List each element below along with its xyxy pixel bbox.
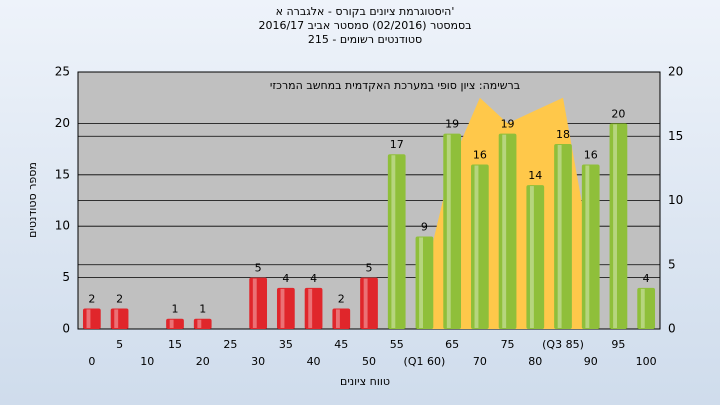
- x-tick-label: 80: [528, 355, 542, 368]
- x-tick-label: 50: [362, 355, 376, 368]
- x-tick-label: 65: [445, 338, 459, 351]
- data-label: 5: [366, 262, 373, 275]
- y-tick-label: 15: [55, 167, 70, 181]
- marks: [82, 97, 656, 330]
- bar-highlight: [280, 288, 285, 328]
- bar-highlight: [502, 134, 507, 328]
- y2-tick-label: 15: [668, 129, 683, 143]
- bar: [470, 164, 489, 329]
- bar-highlight: [557, 144, 562, 328]
- x-tick-label: 10: [140, 355, 154, 368]
- y2-tick-label: 10: [668, 193, 683, 207]
- annotation: ברשימה: ציון סופי במערכת האקדמית במחשב ה…: [270, 79, 520, 92]
- x-tick-label: 70: [473, 355, 487, 368]
- data-label: 14: [528, 169, 542, 182]
- y-tick-label: 20: [55, 116, 70, 130]
- data-label: 19: [445, 118, 459, 131]
- bar: [554, 143, 572, 329]
- data-label: 20: [611, 107, 625, 120]
- y-tick-label: 25: [55, 65, 70, 79]
- bar: [387, 154, 406, 329]
- y2-tick-label: 20: [668, 65, 683, 79]
- x-tick-label: 90: [584, 355, 598, 368]
- data-label: 4: [282, 272, 289, 285]
- bar-highlight: [474, 165, 479, 328]
- data-label: 4: [643, 272, 650, 285]
- x-tick-label: 100: [636, 355, 657, 368]
- bar: [82, 308, 101, 329]
- bar: [360, 277, 378, 329]
- x-tick-label: 0: [88, 355, 95, 368]
- chart-title: היסטוגרמת ציונים בקורס - אלגברה א': [276, 5, 455, 18]
- x-tick-label: 45: [334, 338, 348, 351]
- data-label: 18: [556, 128, 570, 141]
- y2-tick-label: 5: [668, 257, 676, 271]
- bar-highlight: [585, 165, 590, 328]
- x-tick-label: 95: [611, 338, 625, 351]
- bar: [526, 185, 545, 329]
- data-label: 16: [584, 149, 598, 162]
- data-label: 17: [390, 138, 404, 151]
- bar-highlight: [613, 124, 618, 329]
- x-tick-label: 25: [223, 338, 237, 351]
- bar-highlight: [86, 309, 91, 328]
- bar-highlight: [197, 319, 202, 328]
- data-label: 19: [501, 118, 515, 131]
- x-tick-label: 35: [279, 338, 293, 351]
- y2-tick-label: 0: [668, 322, 676, 336]
- data-label: 5: [255, 262, 262, 275]
- bar: [637, 287, 656, 329]
- y-tick-label: 5: [62, 270, 70, 284]
- chart-subtitle: בסמסטר (02/2016) סמסטר אביב 2016/17: [258, 19, 471, 32]
- bar-highlight: [252, 278, 257, 328]
- y-tick-label: 0: [62, 322, 70, 336]
- bar-highlight: [114, 309, 119, 328]
- x-tick-label: (Q3 85): [542, 338, 584, 351]
- x-axis-label: טווח ציונים: [340, 375, 390, 388]
- chart-subtitle: סטודנטים רשומים - 215: [308, 33, 422, 46]
- bar-highlight: [335, 309, 340, 328]
- data-label: 4: [310, 272, 317, 285]
- bar-highlight: [529, 186, 534, 328]
- bar-highlight: [446, 134, 451, 328]
- bar-highlight: [391, 155, 396, 328]
- bar: [276, 287, 295, 329]
- y-tick-label: 10: [55, 219, 70, 233]
- x-tick-label: 15: [168, 338, 182, 351]
- bar-highlight: [419, 237, 424, 328]
- data-label: 1: [199, 303, 206, 316]
- bar: [581, 164, 600, 329]
- data-label: 2: [88, 292, 95, 305]
- data-label: 2: [338, 292, 345, 305]
- data-label: 2: [116, 292, 123, 305]
- x-tick-label: 55: [390, 338, 404, 351]
- x-tick-label: (Q1 60): [404, 355, 446, 368]
- bar: [332, 308, 351, 329]
- x-tick-label: 20: [196, 355, 210, 368]
- bar: [110, 308, 129, 329]
- bar: [249, 277, 268, 329]
- bar: [443, 133, 462, 329]
- x-tick-label: 5: [116, 338, 123, 351]
- data-label: 9: [421, 220, 428, 233]
- labels: 0510152025051015200252101512012530535440…: [55, 65, 684, 369]
- data-label: 1: [172, 303, 179, 316]
- bar-highlight: [169, 319, 174, 328]
- bar: [304, 287, 323, 329]
- y-axis-label: מספר סטודנטים: [26, 162, 39, 238]
- bar: [498, 133, 517, 329]
- bar: [166, 318, 184, 329]
- bar-highlight: [640, 288, 645, 328]
- x-tick-label: 75: [501, 338, 515, 351]
- bar: [609, 123, 628, 330]
- bar-highlight: [363, 278, 368, 328]
- data-label: 16: [473, 149, 487, 162]
- x-tick-label: 40: [307, 355, 321, 368]
- x-tick-label: 30: [251, 355, 265, 368]
- bar-highlight: [308, 288, 313, 328]
- bar: [415, 236, 434, 329]
- bar: [193, 318, 212, 329]
